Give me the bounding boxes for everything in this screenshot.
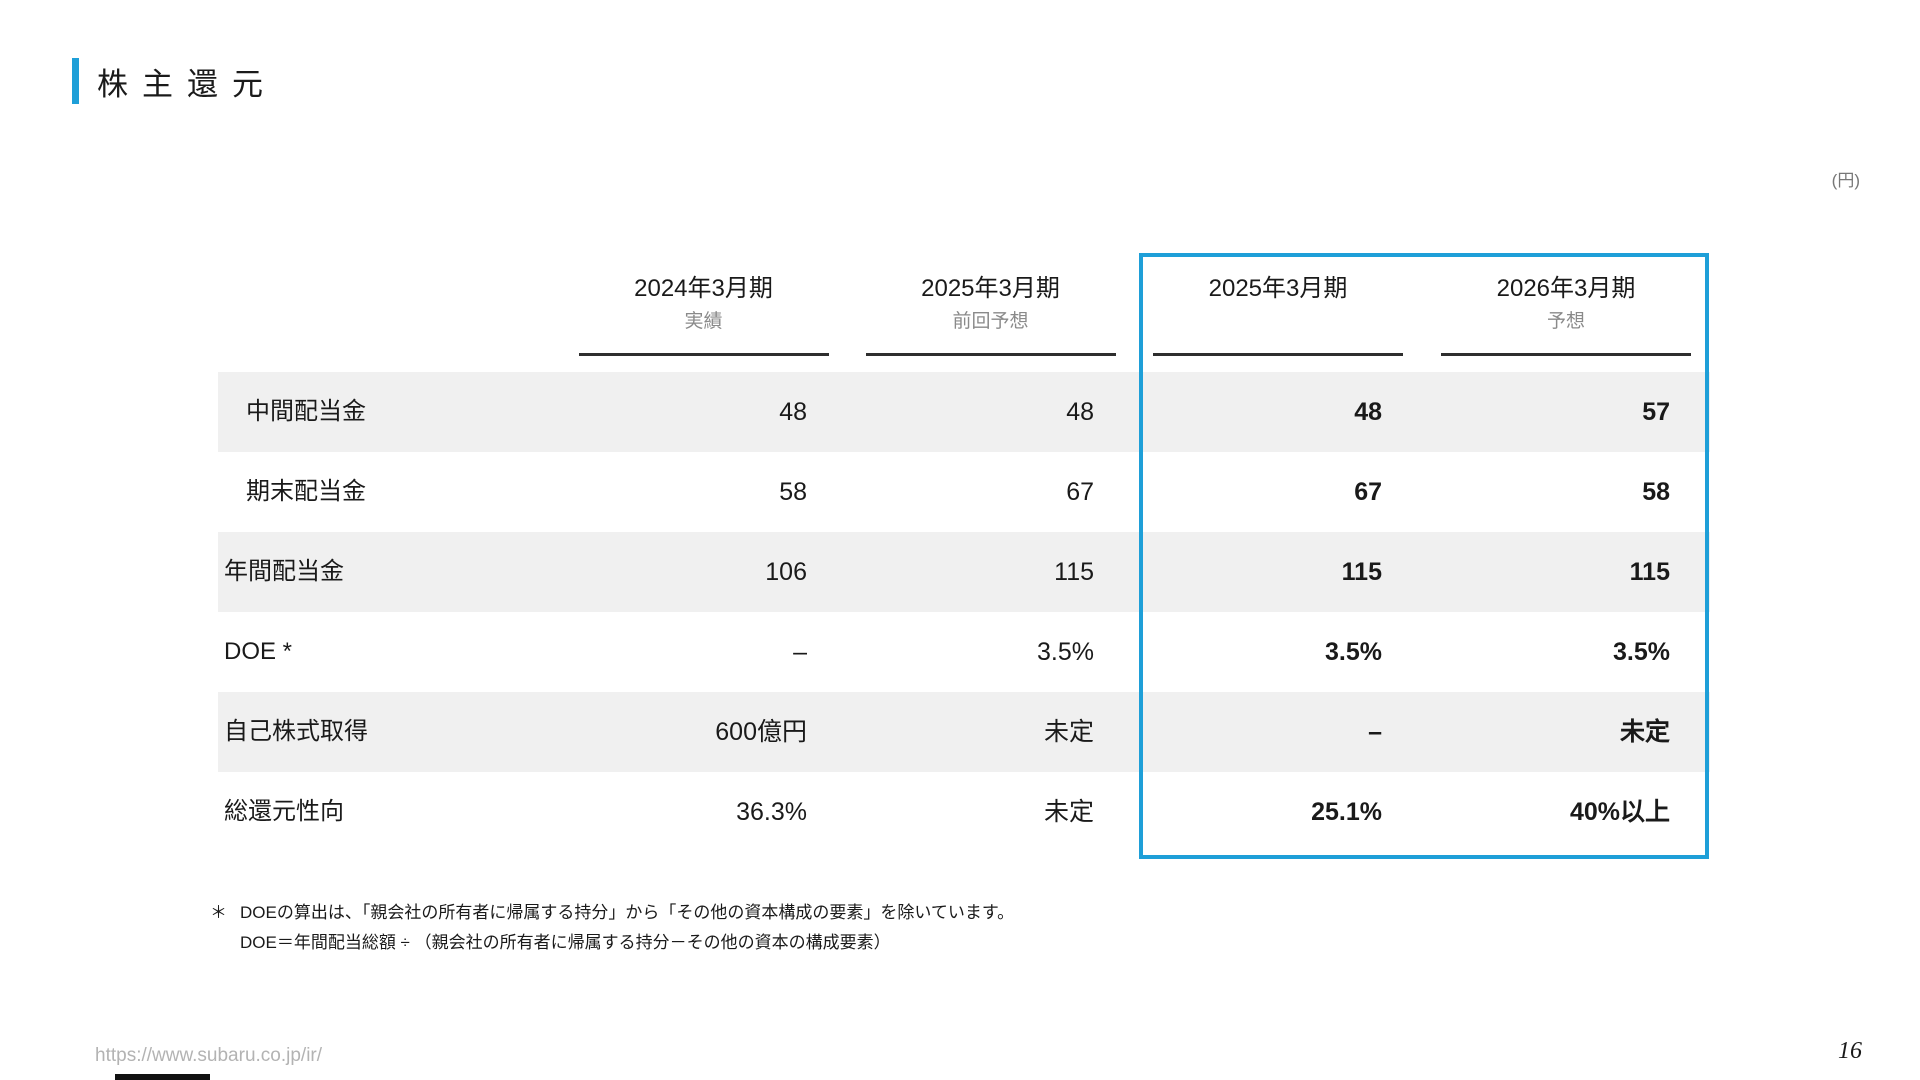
value-cell: 57	[1422, 372, 1710, 452]
value-cell: 106	[560, 532, 847, 612]
period-label: 2025年3月期	[921, 275, 1060, 302]
footnote-line-2: DOE＝年間配当総額 ÷ （親会社の所有者に帰属する持分－その他の資本の構成要素…	[240, 933, 891, 952]
value-cell: 3.5%	[1613, 638, 1670, 666]
header-underline	[865, 353, 1116, 356]
value-cell: 40%以上	[1569, 798, 1670, 826]
value-cell: 48	[1134, 372, 1422, 452]
period-sub-label: 前回予想	[952, 311, 1029, 332]
value-cell: 58	[1642, 478, 1670, 506]
row-label: 総還元性向	[224, 798, 344, 825]
row-label: 年間配当金	[218, 532, 560, 612]
header-underline	[1441, 353, 1691, 356]
value-cell: 600億円	[560, 692, 847, 772]
value-cell: 36.3%	[736, 798, 807, 826]
table-corner-spacer	[218, 253, 560, 372]
footnote-asterisk: ＊	[210, 903, 227, 922]
value-cell: 3.5%	[1037, 638, 1094, 666]
value-cell: 115	[1422, 532, 1710, 612]
fiscal-period-header: 2026年3月期予想	[1422, 253, 1710, 372]
period-sub-label: 予想	[1546, 311, 1585, 332]
header-underline	[1153, 353, 1403, 356]
unit-label: (円)	[1831, 171, 1860, 190]
value-cell: 48	[560, 372, 847, 452]
title-accent-bar	[72, 58, 79, 104]
value-cell: 48	[847, 372, 1134, 452]
bottom-edge-bar	[115, 1074, 210, 1080]
value-cell: 67	[1066, 478, 1094, 506]
row-label: 自己株式取得	[218, 692, 560, 772]
value-cell: 115	[1134, 532, 1422, 612]
period-label: 2024年3月期	[634, 275, 773, 302]
value-cell: 未定	[847, 692, 1134, 772]
value-cell: 115	[847, 532, 1134, 612]
fiscal-period-header: 2025年3月期前回予想	[847, 253, 1134, 372]
slide-header: 株主還元	[72, 58, 277, 104]
footnote: ＊ DOEの算出は、「親会社の所有者に帰属する持分」から「その他の資本構成の要素…	[210, 898, 1014, 958]
period-sub-label	[1134, 309, 1422, 335]
header-underline	[578, 353, 829, 356]
value-cell: 未定	[1043, 798, 1094, 826]
value-cell: 58	[779, 478, 807, 506]
period-label: 2025年3月期	[1208, 275, 1348, 302]
source-url: https://www.subaru.co.jp/ir/	[95, 1045, 323, 1066]
row-label: 期末配当金	[246, 478, 366, 505]
footnote-line-1: DOEの算出は、「親会社の所有者に帰属する持分」から「その他の資本構成の要素」を…	[240, 903, 1015, 922]
page-number: 16	[1838, 1038, 1862, 1064]
value-cell: 25.1%	[1311, 798, 1382, 826]
value-cell: 67	[1354, 478, 1382, 506]
period-label: 2026年3月期	[1496, 275, 1636, 302]
value-cell: –	[1134, 692, 1422, 772]
page-title: 株主還元	[97, 66, 277, 102]
row-label: 中間配当金	[218, 372, 560, 452]
row-label: DOE *	[224, 638, 293, 665]
value-cell: 未定	[1422, 692, 1710, 772]
value-cell: –	[793, 638, 807, 666]
value-cell: 3.5%	[1325, 638, 1382, 666]
fiscal-period-header: 2025年3月期	[1134, 253, 1422, 372]
fiscal-period-header: 2024年3月期実績	[560, 253, 847, 372]
dividend-table: 2024年3月期 実績 2025年3月期 前回予想 2025年3月期 2026年3月期 予想…	[218, 253, 1710, 852]
period-sub-label: 実績	[684, 311, 723, 332]
